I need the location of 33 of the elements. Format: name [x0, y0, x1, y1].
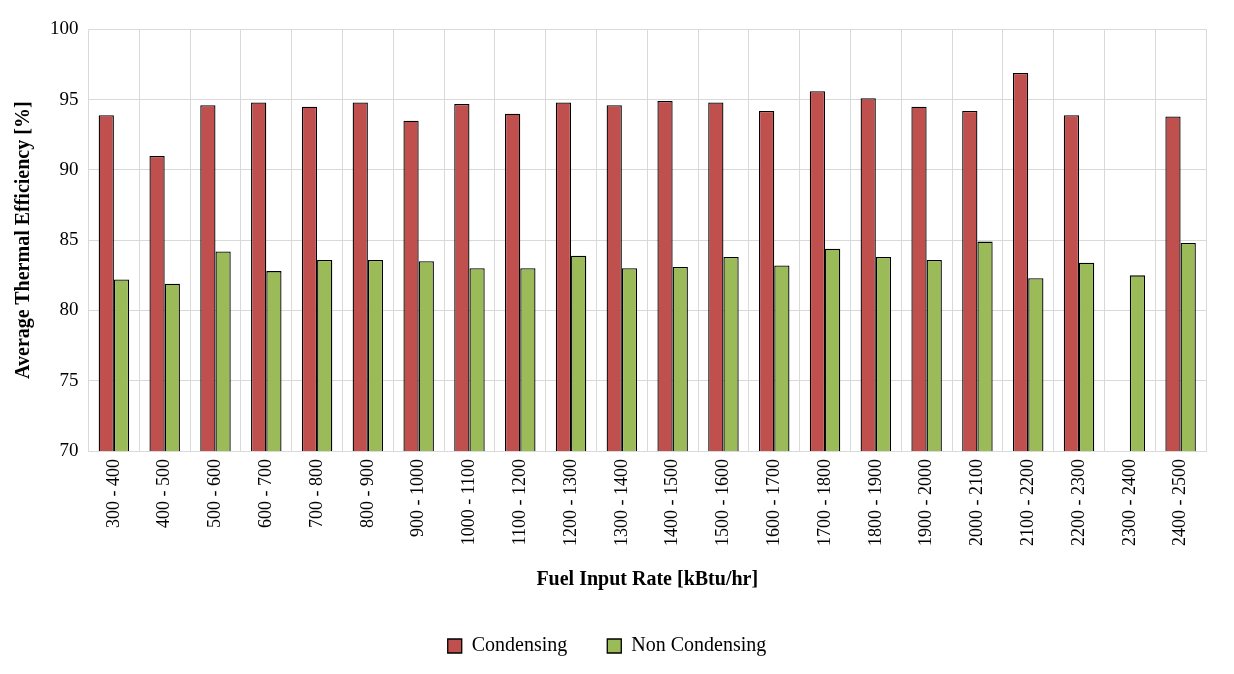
x-tick-label: 900 - 1000 — [407, 459, 428, 538]
x-tick-label: 1500 - 1600 — [712, 459, 733, 547]
x-tick-label: 2300 - 2400 — [1118, 459, 1139, 547]
x-tick-label: 2400 - 2500 — [1169, 459, 1190, 547]
x-tick-label: 2200 - 2300 — [1067, 459, 1088, 547]
x-tick-label: 300 - 400 — [102, 459, 123, 529]
x-tick-label: 700 - 800 — [305, 459, 326, 529]
x-tick-label: 1400 - 1500 — [661, 459, 682, 547]
x-tick-label: 1200 - 1300 — [559, 459, 580, 547]
y-tick-label: 90 — [59, 157, 79, 179]
y-axis-title: Average Thermal Efficiency [%] — [11, 101, 35, 379]
y-tick-label: 95 — [59, 87, 79, 109]
x-tick-label: 2000 - 2100 — [966, 459, 987, 547]
y-tick-label: 70 — [59, 438, 79, 460]
x-tick-label: 2100 - 2200 — [1016, 459, 1037, 547]
x-tick-label: 1300 - 1400 — [610, 459, 631, 547]
x-tick-label: 1700 - 1800 — [813, 459, 834, 547]
legend-label: Non Condensing — [631, 633, 767, 657]
x-tick-label: 400 - 500 — [153, 459, 174, 529]
x-tick-label: 1000 - 1100 — [458, 459, 479, 546]
y-tick-label: 80 — [59, 298, 79, 320]
y-tick-label: 100 — [50, 17, 79, 39]
y-tick-label: 75 — [59, 368, 79, 390]
x-tick-label: 500 - 600 — [204, 459, 225, 529]
x-tick-label: 600 - 700 — [255, 459, 276, 529]
x-tick-label: 1600 - 1700 — [762, 459, 783, 547]
x-tick-label: 1100 - 1200 — [509, 459, 529, 546]
x-tick-label: 800 - 900 — [356, 459, 377, 529]
y-tick-label: 85 — [59, 228, 79, 250]
x-axis-title: Fuel Input Rate [kBtu/hr] — [536, 567, 759, 591]
x-tick-label: 1800 - 1900 — [864, 459, 885, 547]
x-tick-label: 1900 - 2000 — [915, 459, 936, 547]
legend-label: Condensing — [471, 633, 568, 657]
